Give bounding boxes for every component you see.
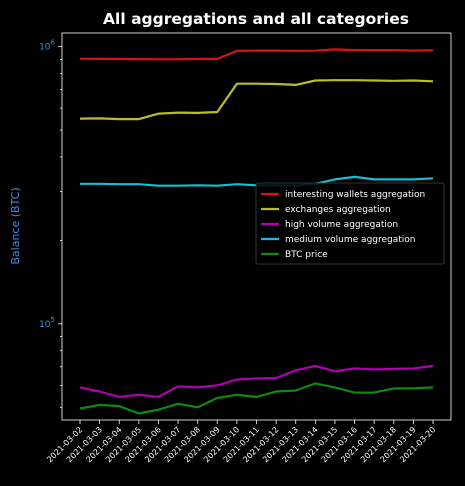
chart-title: All aggregations and all categories [103,10,409,28]
series-line [79,382,434,415]
legend-box [255,182,445,265]
legend-label: BTC price [285,250,328,260]
legend: interesting wallets aggregation exchanges… [255,182,445,265]
legend-label: exchanges aggregation [285,205,391,215]
legend-label: medium volume aggregation [285,235,416,245]
legend-label: interesting wallets aggregation [285,190,425,200]
legend-label: high volume aggregation [285,220,398,230]
y-axis-label: Balance (BTC) [9,187,22,264]
series-line [79,48,434,61]
series-line [79,79,434,121]
series-line [79,364,434,398]
